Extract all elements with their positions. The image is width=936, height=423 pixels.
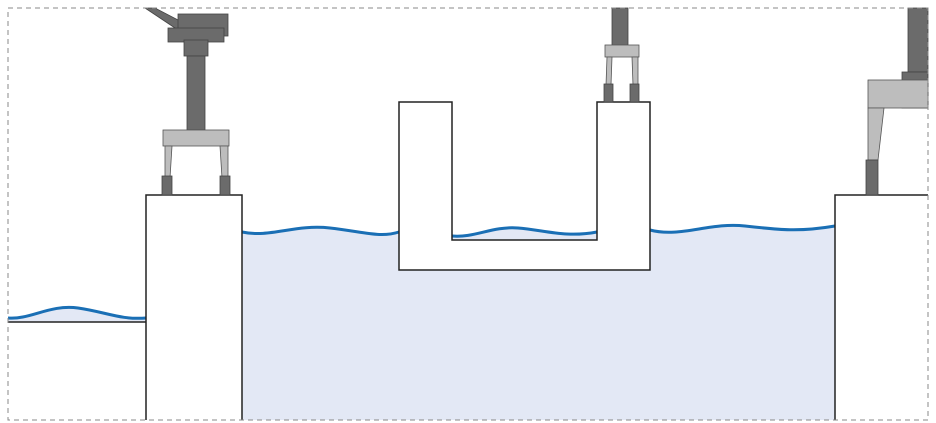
right-pier [834, 194, 928, 420]
crane-middle [603, 7, 640, 103]
left-pier [145, 194, 243, 420]
wave [451, 226, 598, 238]
u-block [398, 101, 651, 271]
crane-left [143, 7, 231, 196]
frame [7, 7, 929, 421]
wave [7, 305, 147, 320]
wave [241, 225, 400, 237]
wave [649, 223, 836, 234]
crane-right [865, 7, 929, 196]
water-main [242, 225, 835, 420]
